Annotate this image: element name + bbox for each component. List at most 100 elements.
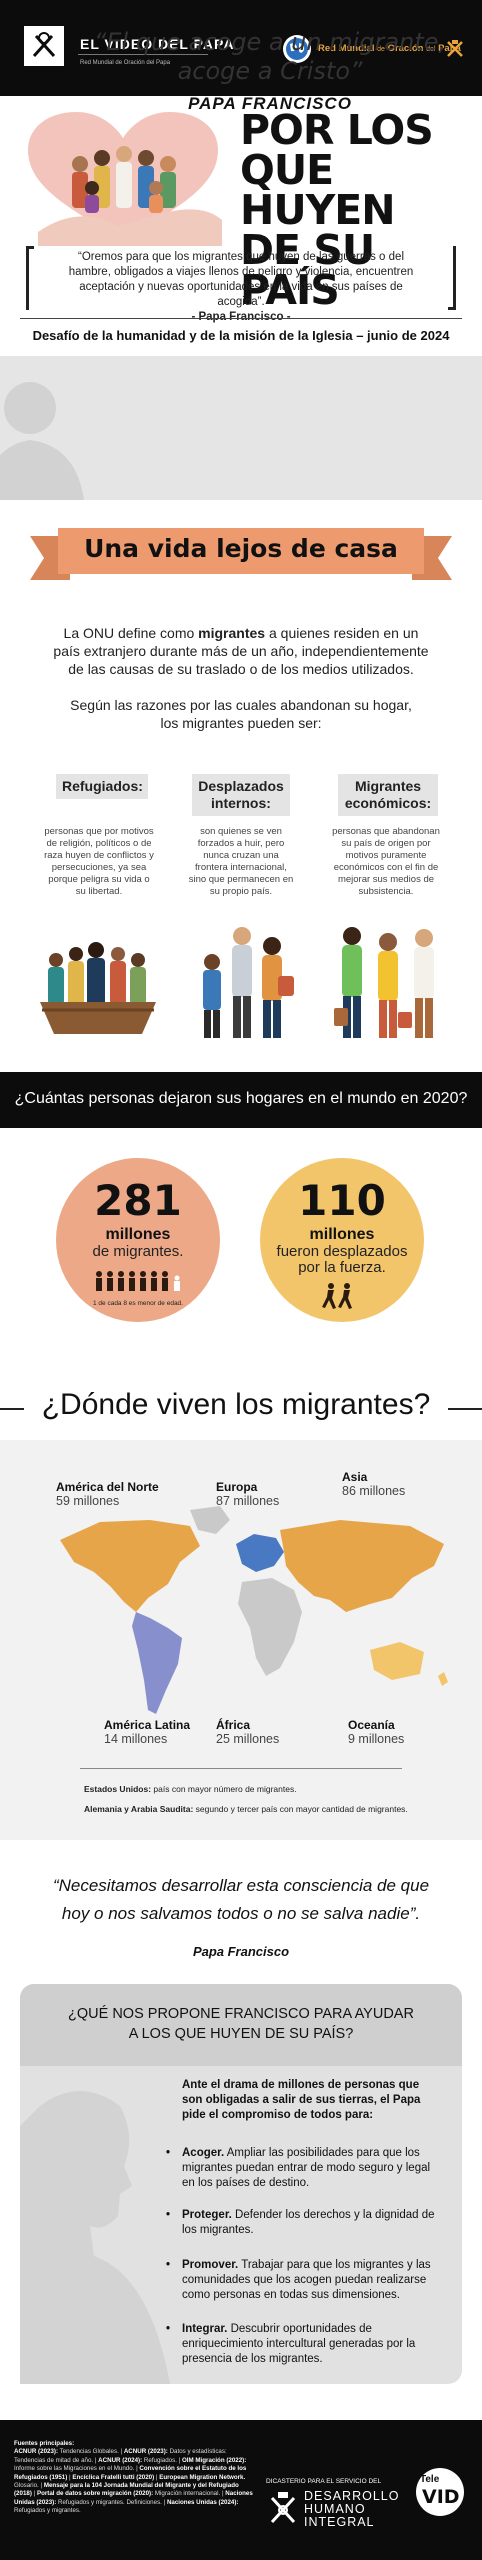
map-note-germany-saudi: Alemania y Arabia Saudita: segundo y ter… — [84, 1804, 408, 1814]
section-title-vida: Una vida lejos de casa — [84, 534, 398, 563]
category-desc-desplazados: son quienes se ven forzados a huir, pero… — [188, 826, 294, 897]
source-6: European Migration Network. Glosario. | — [14, 2473, 246, 2490]
televid-tele: Tele — [420, 2474, 440, 2485]
title-rule-right — [448, 1408, 482, 1410]
question-text: ¿Cuántas personas dejaron sus hogares en… — [14, 1090, 468, 1107]
quote-band — [0, 356, 482, 500]
section-ribbon — [30, 528, 452, 580]
title-rule-left — [0, 1408, 24, 1410]
region-name-north-america: América del Norte — [56, 1480, 159, 1494]
category-title-economicos: Migrantes económicos: — [338, 774, 438, 816]
running-people-icon — [322, 1283, 352, 1309]
header-divider — [78, 54, 208, 55]
stat-sub-migrants: de migrantes. — [92, 1243, 184, 1260]
televid-logo: Tele VID — [412, 2466, 468, 2518]
map-note-usa: Estados Unidos: país con mayor número de… — [84, 1784, 297, 1794]
stat-label-migrants: millones — [105, 1226, 171, 1243]
map-section — [0, 1440, 482, 1840]
source-3: OIM Migración (2022): Informe sobre las … — [14, 2456, 247, 2473]
footer — [0, 2420, 482, 2560]
source-2: ACNUR (2024): Refugiados. | — [98, 2456, 182, 2464]
header-subtitle: Red Mundial de Oración del Papa — [80, 60, 171, 66]
televid-vid: VID — [422, 2486, 460, 2508]
onu-definition: La ONU define como migrantes a quienes r… — [53, 625, 429, 677]
proposal-item-promover: • Promover. Trabajar para que los migrant… — [166, 2259, 431, 2301]
header-bar — [0, 0, 482, 96]
proposal-item-proteger: • Proteger. Defender los derechos y la di… — [166, 2209, 435, 2236]
category-desc-economicos: personas que abandonan su país de origen… — [332, 826, 440, 897]
pope-silhouette-icon — [0, 382, 84, 500]
proposal-item-integrar: • Integrar. Descubrir oportunidades de en… — [166, 2323, 416, 2365]
region-value-north-america: 59 millones — [56, 1494, 120, 1508]
category-title-desplazados: Desplazados internos: — [192, 774, 290, 816]
source-1: ACNUR (2023): Datos y estadísticas: Tend… — [14, 2448, 227, 2464]
map-europe — [236, 1534, 284, 1572]
pope-profile-silhouette-icon — [20, 2091, 170, 2384]
region-name-latin-america: América Latina — [104, 1718, 191, 1732]
region-value-africa: 25 millones — [216, 1732, 280, 1746]
dicastery-name: DESARROLLO HUMANO INTEGRAL — [304, 2489, 400, 2529]
region-value-oceania: 9 millones — [348, 1732, 405, 1746]
proposal-intro: Ante el drama de millones de personas qu… — [182, 2079, 421, 2121]
globe-icon — [283, 35, 311, 63]
stat-note-minors: 1 de cada 8 es menor de edad. — [93, 1300, 183, 1307]
map-greenland — [190, 1506, 230, 1534]
region-value-asia: 86 millones — [342, 1484, 406, 1498]
stat-circle-migrants — [56, 1158, 220, 1322]
region-name-europe: Europa — [216, 1480, 258, 1494]
crossed-keys-icon — [447, 40, 463, 57]
region-name-oceania: Oceanía — [348, 1718, 395, 1732]
map-africa — [238, 1578, 302, 1676]
dicastery-prefix: DICASTERIO PARA EL SERVICIO DEL — [266, 2478, 382, 2485]
map-asia — [280, 1520, 444, 1612]
source-9: Naciones Unidas (2023): Refugiados y mig… — [14, 2490, 253, 2506]
map-north-america — [60, 1520, 200, 1612]
pope-intention-quote: “Oremos para que los migrantes que huyen… — [26, 246, 456, 323]
world-map — [60, 1506, 448, 1714]
source-7: Mensaje para la 104 Jornada Mundial del … — [14, 2482, 239, 2498]
proposal-header — [20, 1984, 462, 2066]
stat-circle-displaced — [260, 1158, 424, 1322]
televid-circle-icon — [416, 2468, 464, 2516]
source-0: ACNUR (2023): Tendencias Globales. | — [14, 2448, 124, 2456]
prayer-network-name: Red Mundial de Oración del Papa — [318, 43, 461, 54]
source-5: Encíclica Fratelli tutti (2020) | — [72, 2473, 160, 2481]
footer-sources: Fuentes principales: ACNUR (2023): Tende… — [14, 2440, 253, 2515]
dicastery-emblem-icon — [270, 2492, 296, 2524]
papal-keys-logo-icon — [24, 26, 64, 66]
source-4: Convención sobre el Estatuto de los Refu… — [14, 2465, 247, 2481]
challenge-subtitle: Desafío de la humanidad y de la misión d… — [32, 328, 450, 343]
source-8: Portal de datos sobre migración (2020): … — [36, 2490, 226, 2498]
proposal-title: ¿QUÉ NOS PROPONE FRANCISCO PARA AYUDAR A… — [68, 2006, 414, 2042]
header-title: EL VIDEO DEL PAPA — [80, 36, 235, 52]
band-quote: “El que acoge a un migrante, acoge a Cri… — [93, 28, 447, 85]
region-value-europe: 87 millones — [216, 1494, 280, 1508]
solidarity-quote: “Necesitamos desarrollar esta conscienci… — [52, 1876, 430, 1923]
category-title-refugiados: Refugiados: — [56, 774, 148, 799]
reasons-text: Según las razones por las cuales abandon… — [70, 697, 412, 731]
displaced-family-illustration — [203, 927, 294, 1038]
where-title: ¿Dónde viven los migrantes? — [41, 1388, 431, 1421]
map-rule — [80, 1768, 402, 1769]
map-oceania — [370, 1642, 424, 1680]
stat-number-displaced: 110 — [298, 1176, 386, 1225]
region-name-asia: Asia — [342, 1470, 368, 1484]
category-desc-refugiados: personas que por motivos de religión, po… — [44, 826, 154, 897]
intention-quote-author: - Papa Francisco - — [191, 311, 291, 323]
refugees-boat-illustration — [40, 942, 156, 1034]
stat-sub-displaced: fueron desplazados por la fuerza. — [276, 1243, 408, 1276]
band-quote-author: PAPA FRANCISCO — [188, 94, 352, 113]
region-name-africa: África — [216, 1718, 251, 1732]
question-band — [0, 1072, 482, 1128]
region-value-latin-america: 14 millones — [104, 1732, 168, 1746]
proposal-item-acoger: • Acoger. Ampliar las posibilidades para … — [166, 2147, 431, 2189]
stat-number-migrants: 281 — [94, 1176, 182, 1225]
people-row-icon — [96, 1271, 180, 1291]
divider — [20, 318, 462, 319]
hero-illustration — [28, 112, 222, 246]
page-title: POR LOS QUE HUYEN DE SU PAÍS — [240, 106, 434, 314]
map-latin-america — [132, 1612, 182, 1714]
stat-label-displaced: millones — [309, 1226, 375, 1243]
economic-migrants-illustration — [334, 927, 434, 1038]
source-10: Naciones Unidas (2024): Refugiados y mig… — [14, 2498, 239, 2515]
